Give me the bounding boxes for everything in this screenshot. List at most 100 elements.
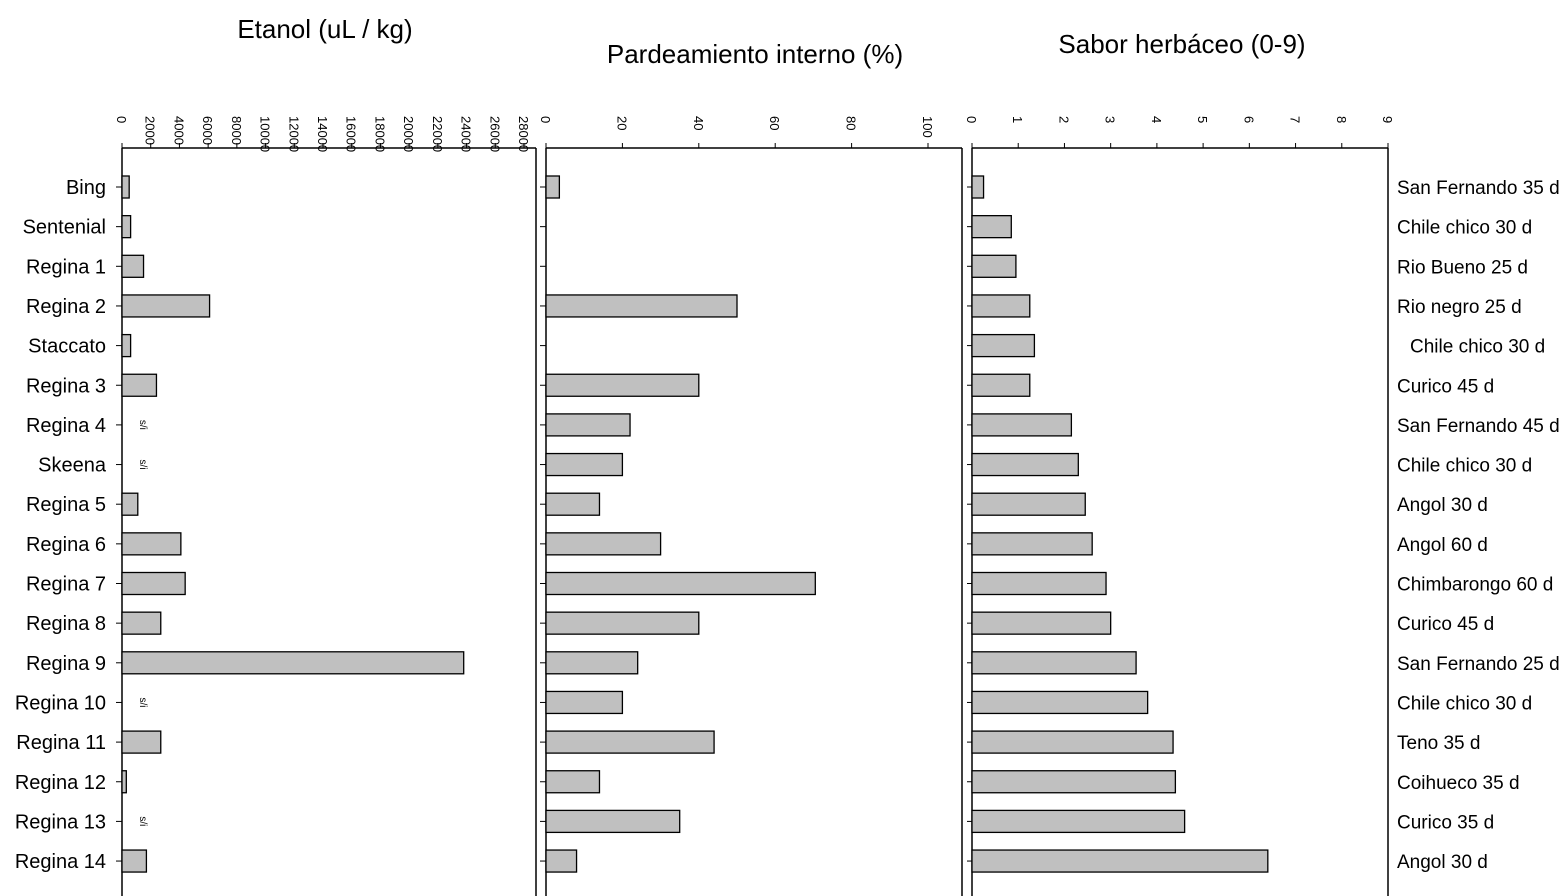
bar xyxy=(545,611,700,635)
y-tick-label: Bing xyxy=(66,177,106,199)
bar xyxy=(121,254,145,278)
x-tick-label: 1 xyxy=(1010,116,1025,123)
y-tick-label: San Fernando 35 d xyxy=(1397,178,1560,199)
bar xyxy=(121,294,211,318)
x-tick-label: 20 xyxy=(614,116,629,130)
bar xyxy=(971,690,1149,715)
chart-title: Pardeamiento interno (%) xyxy=(607,39,903,69)
bar xyxy=(545,730,715,754)
bar-annotation: s/i xyxy=(137,460,148,470)
bar xyxy=(971,294,1031,318)
y-tick-label: Skeena xyxy=(38,455,107,477)
x-tick-label: 2 xyxy=(1056,116,1071,123)
bar xyxy=(545,452,624,477)
bar xyxy=(545,492,601,516)
bar xyxy=(971,809,1186,834)
x-tick-label: 40 xyxy=(691,116,706,130)
bar xyxy=(971,611,1112,635)
x-tick-label: 0 xyxy=(538,116,553,123)
x-tick-label: 18000 xyxy=(372,116,387,152)
bar xyxy=(971,333,1036,358)
y-tick-label: Angol 30 d xyxy=(1397,495,1488,516)
x-tick-label: 3 xyxy=(1103,116,1118,123)
bar xyxy=(971,651,1137,675)
x-tick-label: 5 xyxy=(1195,116,1210,123)
x-tick-label: 16000 xyxy=(344,116,359,152)
x-tick-label: 0 xyxy=(114,116,129,123)
y-tick-label: Chile chico 30 d xyxy=(1397,218,1532,239)
y-tick-label: San Fernando 45 d xyxy=(1397,416,1560,437)
x-tick-label: 22000 xyxy=(430,116,445,152)
x-tick-label: 0 xyxy=(964,116,979,123)
x-tick-label: 9 xyxy=(1380,116,1395,123)
y-tick-label: Curico 35 d xyxy=(1397,812,1494,833)
x-tick-label: 8 xyxy=(1334,116,1349,123)
y-tick-label: Rio Bueno 25 d xyxy=(1397,257,1528,278)
bar xyxy=(121,373,158,397)
y-tick-label: Regina 7 xyxy=(26,574,106,596)
y-tick-label: Curico 45 d xyxy=(1397,376,1494,397)
bar xyxy=(121,175,130,199)
bar xyxy=(971,254,1017,278)
bar xyxy=(545,651,639,675)
bar xyxy=(971,532,1093,556)
chart-title: Sabor herbáceo (0-9) xyxy=(1058,29,1305,59)
x-tick-label: 7 xyxy=(1288,116,1303,123)
x-tick-label: 28000 xyxy=(516,116,531,152)
bar xyxy=(121,651,465,675)
y-tick-label: Regina 2 xyxy=(26,296,106,318)
x-tick-label: 10000 xyxy=(258,116,273,152)
y-tick-label: Regina 1 xyxy=(26,256,106,278)
chart-panel-2: Pardeamiento interno (%) 0 20 40 60 80 100 xyxy=(538,39,963,896)
y-tick-label: Regina 9 xyxy=(26,653,106,675)
x-tick-label: 4000 xyxy=(171,116,186,145)
bar xyxy=(971,452,1079,477)
y-tick-label: Regina 13 xyxy=(15,811,106,833)
x-tick-label: 2000 xyxy=(143,116,158,145)
x-tick-label: 6000 xyxy=(200,116,215,145)
bar xyxy=(121,611,162,635)
y-tick-label: Regina 3 xyxy=(26,375,106,397)
bar xyxy=(121,214,132,239)
y-tick-label: Regina 14 xyxy=(15,851,106,873)
bar xyxy=(545,294,738,318)
chart-panel-1: Etanol (uL / kg) 0 2000 4000 6000 8000 10000 12… xyxy=(15,14,537,896)
y-tick-label: Teno 35 d xyxy=(1397,733,1480,754)
bar xyxy=(121,770,127,794)
y-tick-label: Regina 8 xyxy=(26,613,106,635)
bar xyxy=(971,175,985,199)
y-tick-label: Chile chico 30 d xyxy=(1397,693,1532,714)
y-tick-label: Curico 45 d xyxy=(1397,614,1494,635)
bar xyxy=(545,770,601,794)
bar xyxy=(971,730,1174,754)
bar-annotation: s/i xyxy=(137,816,148,826)
bar xyxy=(545,413,631,437)
bar xyxy=(971,571,1107,596)
x-tick-label: 14000 xyxy=(315,116,330,152)
y-tick-label: Regina 12 xyxy=(15,772,106,794)
bar xyxy=(971,492,1086,516)
bar xyxy=(545,690,624,715)
y-tick-label: Regina 11 xyxy=(16,732,106,754)
y-tick-label: Regina 6 xyxy=(26,534,106,556)
y-tick-label: Chile chico 30 d xyxy=(1397,456,1532,477)
y-tick-label: Rio negro 25 d xyxy=(1397,297,1522,318)
chart-panel-3: Sabor herbáceo (0-9) 0 1 2 3 4 5 6 7 8 9 San Fernan… xyxy=(964,29,1560,896)
bar xyxy=(121,333,132,358)
x-tick-label: 6 xyxy=(1241,116,1256,123)
y-tick-label: Regina 5 xyxy=(26,494,106,516)
bar xyxy=(545,809,681,834)
y-tick-label: Regina 10 xyxy=(15,692,106,714)
y-tick-label: Coihueco 35 d xyxy=(1397,773,1520,794)
bar xyxy=(121,849,148,873)
bar xyxy=(545,175,561,199)
y-tick-label: Chimbarongo 60 d xyxy=(1397,575,1553,596)
y-tick-label: Angol 30 d xyxy=(1397,852,1488,873)
bar-annotation: s/i xyxy=(137,697,148,707)
bar xyxy=(971,413,1073,437)
x-tick-label: 26000 xyxy=(487,116,502,152)
bar-annotation: s/i xyxy=(137,420,148,430)
x-tick-label: 24000 xyxy=(459,116,474,152)
y-tick-label: Angol 60 d xyxy=(1397,535,1488,556)
